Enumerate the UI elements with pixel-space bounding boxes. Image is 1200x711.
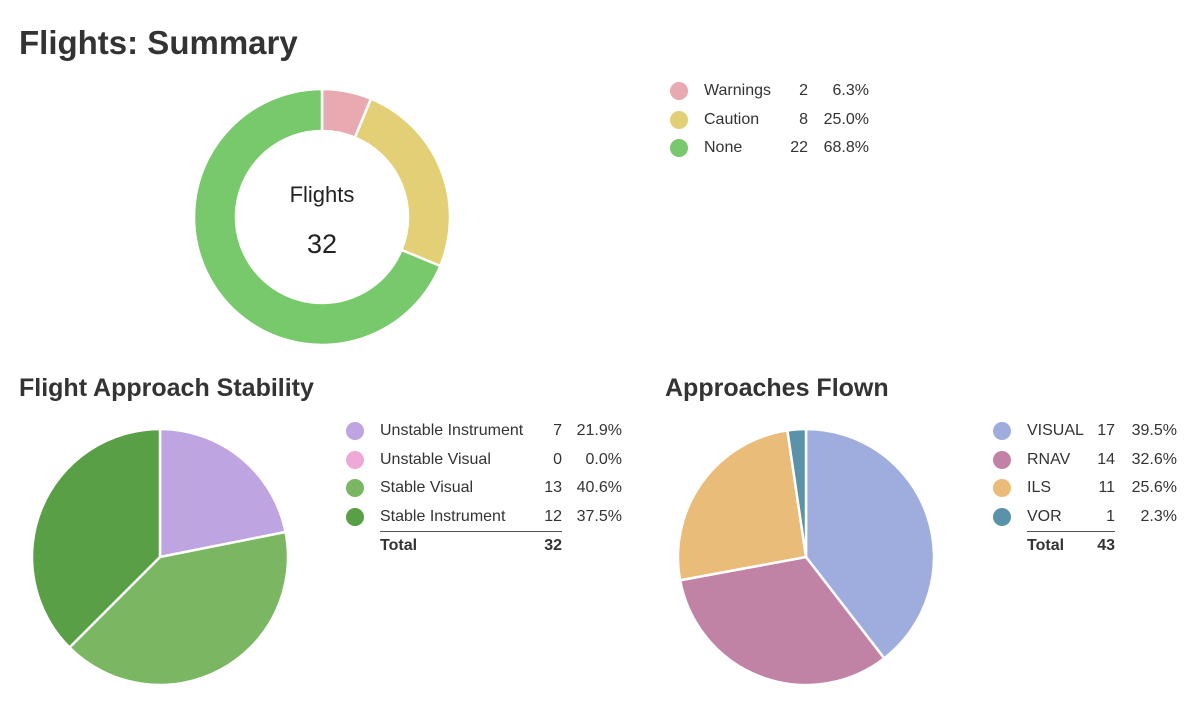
legend-count: 2: [799, 82, 808, 100]
legend-swatch: [346, 422, 364, 441]
legend-label: None: [704, 139, 743, 157]
stability-slice-stable-visual[interactable]: [68, 530, 290, 687]
donut-center-value: 32: [306, 229, 338, 259]
legend-count: 13: [544, 479, 562, 497]
stability-chart-title: Flight Approach Stability: [19, 374, 314, 402]
legend-label: Stable Visual: [380, 479, 474, 497]
legend-swatch: [670, 110, 688, 129]
legend-swatch: [993, 450, 1011, 469]
legend-percent: 25.0%: [823, 110, 869, 128]
legend-percent: 68.8%: [823, 139, 869, 157]
legend-swatch: [346, 479, 364, 498]
legend-count: 7: [553, 422, 562, 440]
legend-count: 14: [1097, 450, 1115, 468]
summary-donut-chart: [192, 87, 452, 347]
legend-swatch: [346, 507, 364, 526]
page-title: Flights: Summary: [19, 24, 298, 61]
legend-total-value: 32: [530, 531, 562, 560]
legend-swatch: [670, 82, 688, 101]
approaches-slice-ils[interactable]: [676, 429, 808, 582]
approaches-slice-vor[interactable]: [786, 427, 808, 559]
legend-label: Stable Instrument: [380, 507, 506, 525]
legend-count: 17: [1097, 422, 1115, 440]
legend-percent: 40.6%: [576, 479, 622, 497]
legend-percent: 25.6%: [1131, 479, 1177, 497]
legend-percent: 2.3%: [1140, 508, 1177, 525]
legend-label: Unstable Instrument: [380, 422, 524, 440]
legend-row[interactable]: Warnings 2 6.3%: [670, 77, 869, 106]
legend-swatch: [346, 450, 364, 469]
legend-label: ILS: [1027, 479, 1052, 497]
legend-percent: 39.5%: [1131, 422, 1177, 440]
legend-percent: 6.3%: [832, 82, 869, 100]
stability-legend: Unstable Instrument 7 21.9% Unstable Vis…: [346, 417, 622, 560]
legend-count: 1: [1106, 507, 1115, 525]
legend-label: VOR: [1027, 507, 1062, 525]
legend-row[interactable]: VOR 1 2.3%: [993, 503, 1177, 532]
legend-count: 8: [799, 110, 808, 128]
legend-count: 11: [1098, 479, 1115, 497]
legend-label: Warnings: [704, 82, 771, 100]
legend-total-row: Total 43: [993, 531, 1177, 560]
legend-row[interactable]: Stable Visual 13 40.6%: [346, 474, 622, 503]
legend-row[interactable]: Stable Instrument 12 37.5%: [346, 503, 622, 532]
legend-row[interactable]: RNAV 14 32.6%: [993, 446, 1177, 475]
legend-label: Unstable Visual: [380, 450, 491, 468]
legend-row[interactable]: VISUAL 17 39.5%: [993, 417, 1177, 446]
legend-row[interactable]: None 22 68.8%: [670, 134, 869, 163]
legend-percent: 21.9%: [576, 422, 622, 440]
legend-total-row: Total 32: [346, 531, 622, 560]
stability-slice-stable-instrument[interactable]: [30, 427, 162, 649]
legend-count: 12: [544, 507, 562, 525]
legend-swatch: [993, 422, 1011, 441]
legend-total-label: Total: [1027, 531, 1085, 560]
legend-row[interactable]: Unstable Visual 0 0.0%: [346, 446, 622, 475]
legend-swatch: [993, 479, 1011, 498]
legend-count: 22: [790, 139, 808, 157]
legend-swatch: [993, 507, 1011, 526]
summary-slice-none[interactable]: [192, 87, 442, 347]
legend-total-label: Total: [380, 531, 530, 560]
legend-label: VISUAL: [1027, 422, 1084, 440]
donut-center-title: Flights: [289, 182, 355, 207]
stability-slice-unstable-instrument[interactable]: [158, 427, 287, 559]
approaches-pie-chart: [676, 427, 936, 687]
stability-pie-chart: [30, 427, 290, 687]
legend-percent: 37.5%: [576, 508, 622, 525]
approaches-chart-title: Approaches Flown: [665, 374, 889, 402]
legend-count: 0: [553, 450, 562, 468]
legend-total-value: 43: [1085, 531, 1115, 560]
legend-percent: 32.6%: [1131, 450, 1177, 468]
legend-row[interactable]: Caution 8 25.0%: [670, 106, 869, 135]
legend-percent: 0.0%: [585, 450, 622, 468]
legend-row[interactable]: ILS 11 25.6%: [993, 474, 1177, 503]
legend-swatch: [670, 139, 688, 158]
approaches-slice-rnav[interactable]: [678, 555, 886, 687]
approaches-legend: VISUAL 17 39.5% RNAV 14 32.6% ILS 11 25.…: [993, 417, 1177, 560]
legend-row[interactable]: Unstable Instrument 7 21.9%: [346, 417, 622, 446]
legend-label: Caution: [704, 110, 760, 128]
summary-legend: Warnings 2 6.3% Caution 8 25.0% None 22 …: [670, 77, 869, 163]
approaches-slice-visual[interactable]: [804, 427, 936, 660]
legend-label: RNAV: [1027, 450, 1071, 468]
